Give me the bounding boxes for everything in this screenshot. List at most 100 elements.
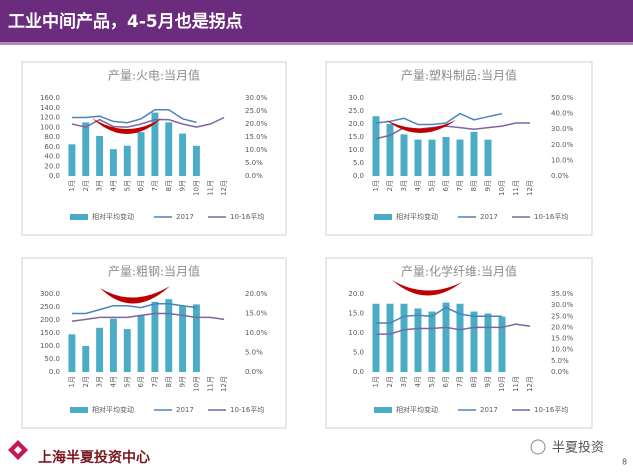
bar — [456, 303, 464, 372]
legend-swatch — [70, 407, 88, 413]
header-bar — [0, 0, 633, 42]
x-tick-label: 5月 — [428, 180, 436, 191]
bar — [123, 329, 131, 372]
bar — [414, 139, 422, 176]
x-tick-label: 2月 — [82, 376, 90, 387]
x-tick-label: 7月 — [151, 376, 159, 387]
y2-tick-label: 0.0% — [551, 172, 569, 180]
y-tick-label: 15.0 — [348, 310, 364, 318]
x-tick-label: 1月 — [372, 376, 380, 387]
bar — [372, 116, 380, 176]
line — [375, 112, 503, 126]
line — [376, 323, 531, 335]
charts: 产量:火电:当月值0.020.040.060.080.0100.0120.014… — [21, 61, 593, 429]
chart-title: 产量:塑料制品:当月值 — [401, 68, 517, 83]
bar — [442, 302, 450, 372]
x-tick-label: 4月 — [414, 180, 422, 191]
x-tick-label: 3月 — [400, 180, 408, 191]
x-tick-label: 1月 — [68, 376, 76, 387]
x-tick-label: 6月 — [137, 180, 145, 191]
y-tick-label: 0.0 — [49, 172, 60, 180]
legend-label: 相对平均变动 — [92, 405, 134, 414]
y2-tick-label: 30.0% — [245, 94, 268, 102]
y2-tick-label: 30.0% — [551, 301, 574, 309]
x-tick-label: 2月 — [82, 180, 90, 191]
y2-tick-label: 5.0% — [245, 159, 263, 167]
bar — [192, 304, 200, 372]
legend-label: 2017 — [176, 406, 194, 414]
x-tick-label: 8月 — [470, 180, 478, 191]
y2-tick-label: 5.0% — [551, 357, 569, 365]
legend-label: 10-16平均 — [230, 212, 264, 221]
x-tick-label: 8月 — [165, 376, 173, 387]
y-tick-label: 0.0 — [353, 368, 364, 376]
y-tick-label: 0.0 — [353, 172, 364, 180]
bar — [372, 303, 380, 372]
bar — [414, 308, 422, 372]
x-tick-label: 2月 — [386, 376, 394, 387]
bar — [484, 313, 492, 372]
y2-tick-label: 0.0% — [245, 172, 263, 180]
bar — [484, 139, 492, 176]
bar — [96, 327, 104, 372]
bar — [96, 136, 104, 176]
legend-label: 10-16平均 — [534, 405, 568, 414]
bar — [428, 311, 436, 372]
x-tick-label: 12月 — [526, 180, 534, 196]
bar — [109, 318, 117, 372]
legend-label: 10-16平均 — [230, 405, 264, 414]
bar — [456, 139, 464, 176]
y-tick-label: 20.0 — [348, 120, 364, 128]
x-tick-label: 3月 — [96, 376, 104, 387]
x-tick-label: 7月 — [456, 376, 464, 387]
highlight-arc — [92, 118, 162, 134]
x-tick-label: 9月 — [484, 180, 492, 191]
highlight-arcs — [92, 118, 462, 304]
y-tick-label: 15.0 — [348, 133, 364, 141]
y-tick-label: 140.0 — [40, 104, 60, 112]
y-tick-label: 20.0 — [348, 290, 364, 298]
x-tick-label: 6月 — [442, 180, 450, 191]
chart-title: 产量:化学纤维:当月值 — [401, 264, 517, 279]
bar — [470, 311, 478, 372]
y2-tick-label: 30.0% — [551, 125, 574, 133]
legend-swatch — [70, 214, 88, 220]
line — [71, 108, 197, 124]
x-tick-label: 8月 — [165, 180, 173, 191]
bar — [470, 131, 478, 176]
header-rule — [0, 42, 633, 45]
line — [376, 306, 502, 324]
y2-tick-label: 10.0% — [245, 329, 268, 337]
watermark: 半夏投资 — [552, 440, 604, 456]
logo-mark-inner — [14, 446, 22, 454]
slide-title: 工业中间产品，4-5月也是拐点 — [8, 11, 243, 32]
page-number: 8 — [622, 458, 627, 467]
x-tick-label: 4月 — [109, 376, 117, 387]
y-tick-label: 20.0 — [44, 162, 60, 170]
x-tick-label: 4月 — [109, 180, 117, 191]
y-tick-label: 10.0 — [348, 329, 364, 337]
y2-tick-label: 20.0% — [245, 290, 268, 298]
y-tick-label: 120.0 — [40, 114, 60, 122]
x-tick-label: 1月 — [68, 180, 76, 191]
bar — [151, 301, 159, 372]
y2-tick-label: 20.0% — [551, 141, 574, 149]
bar — [386, 124, 394, 176]
x-tick-label: 10月 — [498, 180, 506, 196]
y-tick-label: 160.0 — [40, 94, 60, 102]
x-tick-label: 9月 — [179, 376, 187, 387]
y2-tick-label: 25.0% — [245, 107, 268, 115]
logo — [8, 440, 28, 460]
x-tick-label: 10月 — [192, 180, 200, 196]
bar — [137, 132, 145, 176]
x-tick-label: 4月 — [414, 376, 422, 387]
legend-label: 10-16平均 — [534, 212, 568, 221]
bar — [442, 137, 450, 176]
legend-label: 相对平均变动 — [396, 405, 438, 414]
y-tick-label: 300.0 — [40, 290, 60, 298]
y-tick-label: 100.0 — [40, 123, 60, 131]
org-name: 上海半夏投资中心 — [38, 449, 150, 466]
legend-label: 相对平均变动 — [92, 212, 134, 221]
y-tick-label: 50.0 — [44, 355, 60, 363]
